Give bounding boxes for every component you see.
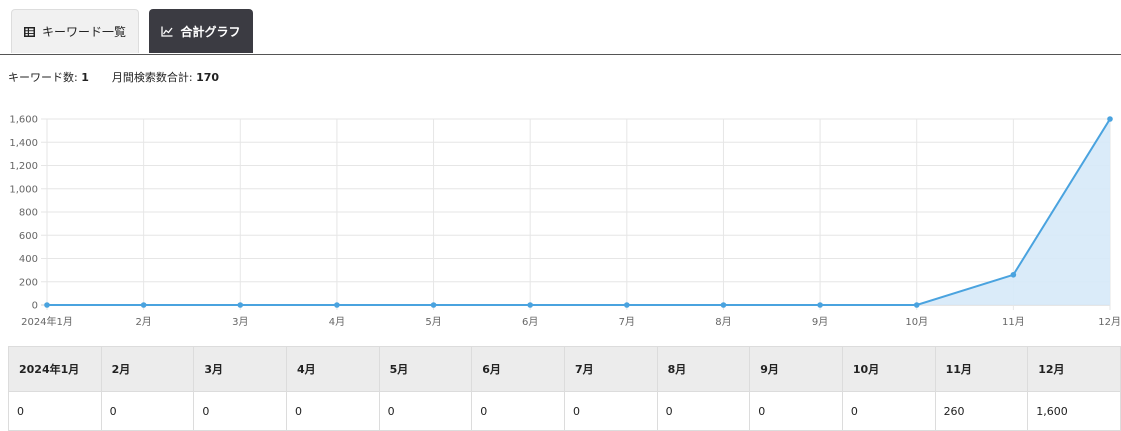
x-tick-label: 2024年1月 [21,315,73,328]
table-header-cell: 7月 [563,346,658,392]
series-area [47,119,1110,305]
data-point [237,302,244,308]
table-cell: 0 [378,391,473,431]
tab-total-graph-label: 合計グラフ [180,24,241,39]
table-cell: 0 [749,391,843,431]
x-tick-label: 8月 [715,316,731,328]
data-point [720,302,727,308]
summary-line: キーワード数: 1 月間検索数合計: 170 [8,69,219,85]
data-point [334,302,340,308]
y-tick-label: 1,200 [9,161,38,172]
table-header-cell: 6月 [471,346,565,392]
series-line [47,118,1111,306]
y-tick-label: 0 [32,301,38,312]
table-header-cell: 12月 [1027,346,1121,392]
table-header-cell: 2024年1月 [8,346,102,392]
table-cell: 0 [563,391,658,431]
table-cell: 0 [285,391,380,431]
tab-keyword-list[interactable]: キーワード一覧 [11,9,139,53]
x-tick-label: 5月 [425,316,441,328]
data-point [1010,271,1017,278]
x-tick-label: 3月 [232,316,248,328]
x-tick-label: 11月 [1002,316,1025,328]
data-point [1107,116,1113,122]
monthly-total-label: 月間検索数合計: [111,71,193,84]
keyword-count-value: 1 [81,71,89,84]
table-header-cell: 9月 [749,346,843,392]
table-row: 0 0 0 0 0 0 0 0 0 0 260 1,600 [8,391,1121,431]
table-cell: 0 [100,391,195,431]
x-tick-label: 2月 [135,316,151,328]
y-tick-label: 400 [19,254,38,265]
monthly-search-chart: 0 200 400 600 800 1,000 1,200 1,400 1,600 2024年1月… [9,115,1121,329]
data-point [624,302,630,308]
x-tick-label: 4月 [329,316,345,328]
table-cell: 1,600 [1027,391,1121,431]
y-tick-label: 1,600 [9,115,38,126]
table-cell: 0 [841,391,936,431]
table-header-cell: 2月 [100,346,195,392]
x-tick-label: 6月 [522,316,538,328]
y-tick-label: 1,400 [9,138,38,149]
table-header-cell: 10月 [841,346,936,392]
tab-total-graph[interactable]: 合計グラフ [149,9,253,53]
table-cell: 260 [934,391,1029,431]
table-icon [23,26,35,37]
tab-bar: キーワード一覧 合計グラフ [0,0,1121,55]
y-tick-label: 200 [19,277,38,288]
table-cell: 0 [656,391,751,431]
data-point [913,302,920,308]
table-cell: 0 [8,391,102,431]
data-point [44,302,50,308]
table-cell: 0 [471,391,565,431]
table-header-cell: 8月 [656,346,751,392]
x-tick-label: 7月 [619,316,635,328]
data-point [527,302,533,308]
data-point [817,302,823,308]
x-tick-label: 10月 [905,316,928,328]
x-tick-label: 12月 [1098,316,1121,328]
table-header-cell: 4月 [285,346,380,392]
x-tick-label: 9月 [812,316,828,328]
y-tick-label: 800 [19,208,38,219]
monthly-total-value: 170 [196,71,220,84]
data-point [140,302,147,308]
y-tick-label: 1,000 [9,184,38,195]
table-header-row: 2024年1月 2月 3月 4月 5月 6月 7月 8月 9月 10月 11月 12月 [8,346,1121,392]
data-point [430,302,437,308]
table-header-cell: 3月 [193,346,287,392]
table-header-cell: 11月 [934,346,1029,392]
tab-keyword-list-label: キーワード一覧 [41,25,126,39]
table-header-cell: 5月 [378,346,473,392]
table-cell: 0 [193,391,287,431]
y-tick-label: 600 [19,231,38,242]
line-chart-icon [161,26,173,37]
keyword-count-label: キーワード数: [8,71,78,84]
